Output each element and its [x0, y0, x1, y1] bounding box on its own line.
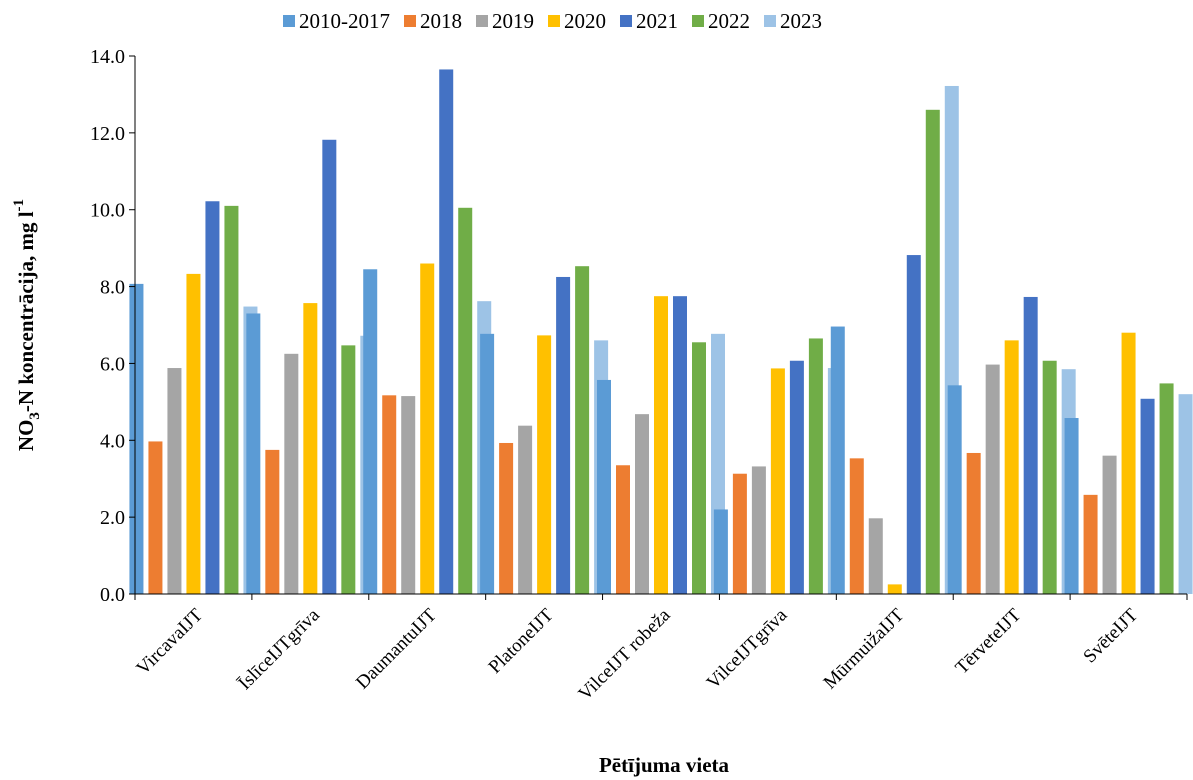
- bar-5-5: [673, 296, 687, 594]
- x-tick-label: DaumantuIJT: [352, 604, 441, 693]
- bar-8-5: [1023, 296, 1038, 594]
- bar-7-6: [925, 109, 940, 595]
- legend-label-2: 2018: [420, 9, 462, 33]
- y-axis-title: NO3-N koncentrācija, mg l-1: [11, 199, 43, 451]
- bar-6-5: [789, 360, 804, 594]
- legend-label-3: 2019: [492, 9, 534, 33]
- bar-7-2: [849, 458, 864, 594]
- bar-4-6: [575, 266, 590, 594]
- y-tick-label: 14.0: [90, 46, 125, 68]
- bar-3-2: [382, 395, 397, 594]
- x-tick-label: TērveteIJT: [951, 604, 1025, 678]
- bar-7-4: [887, 584, 902, 594]
- bar-1-3: [167, 368, 182, 594]
- legend-swatch-2: [404, 15, 416, 27]
- legend-swatch-7: [764, 15, 776, 27]
- bar-4-1: [480, 333, 495, 594]
- bar-9-1: [1064, 418, 1079, 594]
- bar-7-5: [906, 255, 921, 594]
- x-tick-label: MūrmuižaIJT: [820, 604, 909, 693]
- bar-9-3: [1102, 455, 1117, 594]
- bar-2-2: [265, 449, 280, 594]
- x-tick-label: VilceIJT robeža: [575, 604, 675, 704]
- y-tick-label: 10.0: [90, 200, 125, 222]
- bar-8-4: [1004, 340, 1019, 594]
- legend-swatch-6: [692, 15, 704, 27]
- bar-9-7: [1178, 394, 1193, 594]
- bar-3-6: [458, 207, 473, 595]
- x-tick-label: PlatoneIJT: [485, 604, 558, 677]
- bar-7-3: [868, 518, 883, 594]
- bar-6-4: [770, 368, 785, 594]
- bar-3-4: [420, 263, 435, 594]
- bar-6-6: [808, 338, 823, 594]
- legend-swatch-3: [476, 15, 488, 27]
- bar-8-2: [966, 452, 981, 594]
- y-tick-label: 6.0: [100, 353, 125, 375]
- bar-1-2: [148, 441, 163, 594]
- legend-swatch-1: [283, 15, 295, 27]
- bar-3-5: [439, 69, 454, 594]
- y-tick-label: 0.0: [100, 584, 125, 606]
- legend-label-1: 2010-2017: [299, 9, 390, 33]
- legend: 2010-2017 2018 2019 2020 2021 2022 2023: [283, 9, 822, 33]
- bar-4-4: [537, 335, 552, 594]
- x-tick-label: VircavaIJT: [133, 604, 208, 679]
- bars-group: [129, 69, 1193, 595]
- bar-8-6: [1042, 360, 1057, 594]
- x-tick-label: SvēteIJT: [1079, 604, 1142, 667]
- bar-1-4: [186, 273, 201, 594]
- bar-6-2: [732, 473, 747, 594]
- bar-2-4: [303, 303, 318, 594]
- bar-2-6: [341, 345, 356, 594]
- bar-1-5: [205, 201, 220, 594]
- bar-1-1: [129, 283, 144, 594]
- x-tick-label: VilceIJTgrīva: [703, 604, 792, 693]
- bar-4-2: [499, 442, 514, 594]
- x-axis-title: Pētījuma vieta: [599, 753, 730, 777]
- bar-2-1: [246, 313, 261, 594]
- bar-9-4: [1121, 332, 1136, 594]
- bar-4-3: [518, 425, 533, 594]
- bar-5-3: [635, 414, 649, 594]
- bar-5-4: [654, 296, 668, 594]
- legend-swatch-4: [548, 15, 560, 27]
- bar-2-3: [284, 353, 299, 594]
- legend-label-4: 2020: [564, 9, 606, 33]
- bar-8-3: [985, 364, 1000, 594]
- bar-1-6: [224, 205, 239, 594]
- bar-2-5: [322, 139, 337, 594]
- bar-5-6: [692, 342, 706, 594]
- legend-label-7: 2023: [780, 9, 822, 33]
- bar-4-5: [556, 276, 571, 594]
- legend-label-5: 2021: [636, 9, 678, 33]
- bar-8-1: [947, 385, 962, 594]
- y-tick-label: 2.0: [100, 507, 125, 529]
- bar-3-1: [363, 269, 378, 594]
- bar-9-6: [1159, 383, 1174, 594]
- y-tick-label: 8.0: [100, 277, 125, 299]
- bar-5-2: [616, 465, 630, 594]
- legend-label-6: 2022: [708, 9, 750, 33]
- bar-3-3: [401, 396, 416, 594]
- bar-6-3: [751, 466, 766, 594]
- bar-9-5: [1140, 398, 1155, 594]
- bar-5-1: [597, 379, 611, 594]
- bar-6-1: [713, 509, 728, 594]
- legend-swatch-5: [620, 15, 632, 27]
- bar-9-2: [1083, 494, 1098, 594]
- x-tick-label: ĪslīceIJTgrīva: [234, 604, 324, 694]
- y-tick-label: 12.0: [90, 123, 125, 145]
- y-tick-label: 4.0: [100, 430, 125, 452]
- bar-7-1: [830, 326, 845, 594]
